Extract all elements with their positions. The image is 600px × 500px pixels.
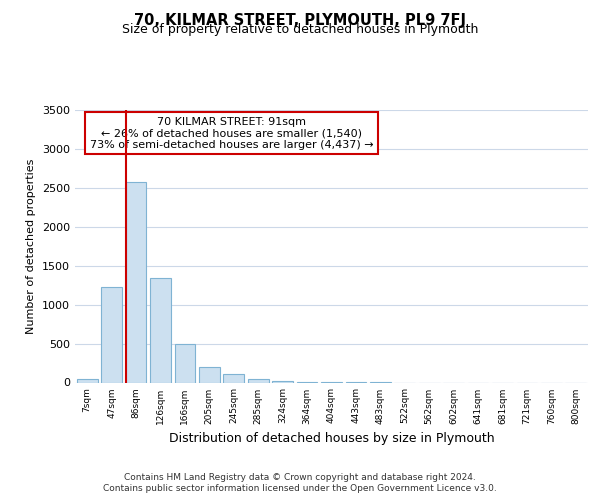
- Bar: [77, 378, 98, 382]
- Text: Contains HM Land Registry data © Crown copyright and database right 2024.: Contains HM Land Registry data © Crown c…: [124, 472, 476, 482]
- Bar: [223, 374, 244, 382]
- Text: 70 KILMAR STREET: 91sqm
← 26% of detached houses are smaller (1,540)
73% of semi: 70 KILMAR STREET: 91sqm ← 26% of detache…: [89, 117, 373, 150]
- Bar: [272, 380, 293, 382]
- Bar: [101, 286, 122, 382]
- Text: 70, KILMAR STREET, PLYMOUTH, PL9 7FJ: 70, KILMAR STREET, PLYMOUTH, PL9 7FJ: [134, 12, 466, 28]
- Bar: [199, 367, 220, 382]
- X-axis label: Distribution of detached houses by size in Plymouth: Distribution of detached houses by size …: [169, 432, 494, 445]
- Text: Contains public sector information licensed under the Open Government Licence v3: Contains public sector information licen…: [103, 484, 497, 493]
- Y-axis label: Number of detached properties: Number of detached properties: [26, 158, 37, 334]
- Bar: [175, 344, 196, 382]
- Text: Size of property relative to detached houses in Plymouth: Size of property relative to detached ho…: [122, 22, 478, 36]
- Bar: [125, 182, 146, 382]
- Bar: [150, 278, 171, 382]
- Bar: [248, 378, 269, 382]
